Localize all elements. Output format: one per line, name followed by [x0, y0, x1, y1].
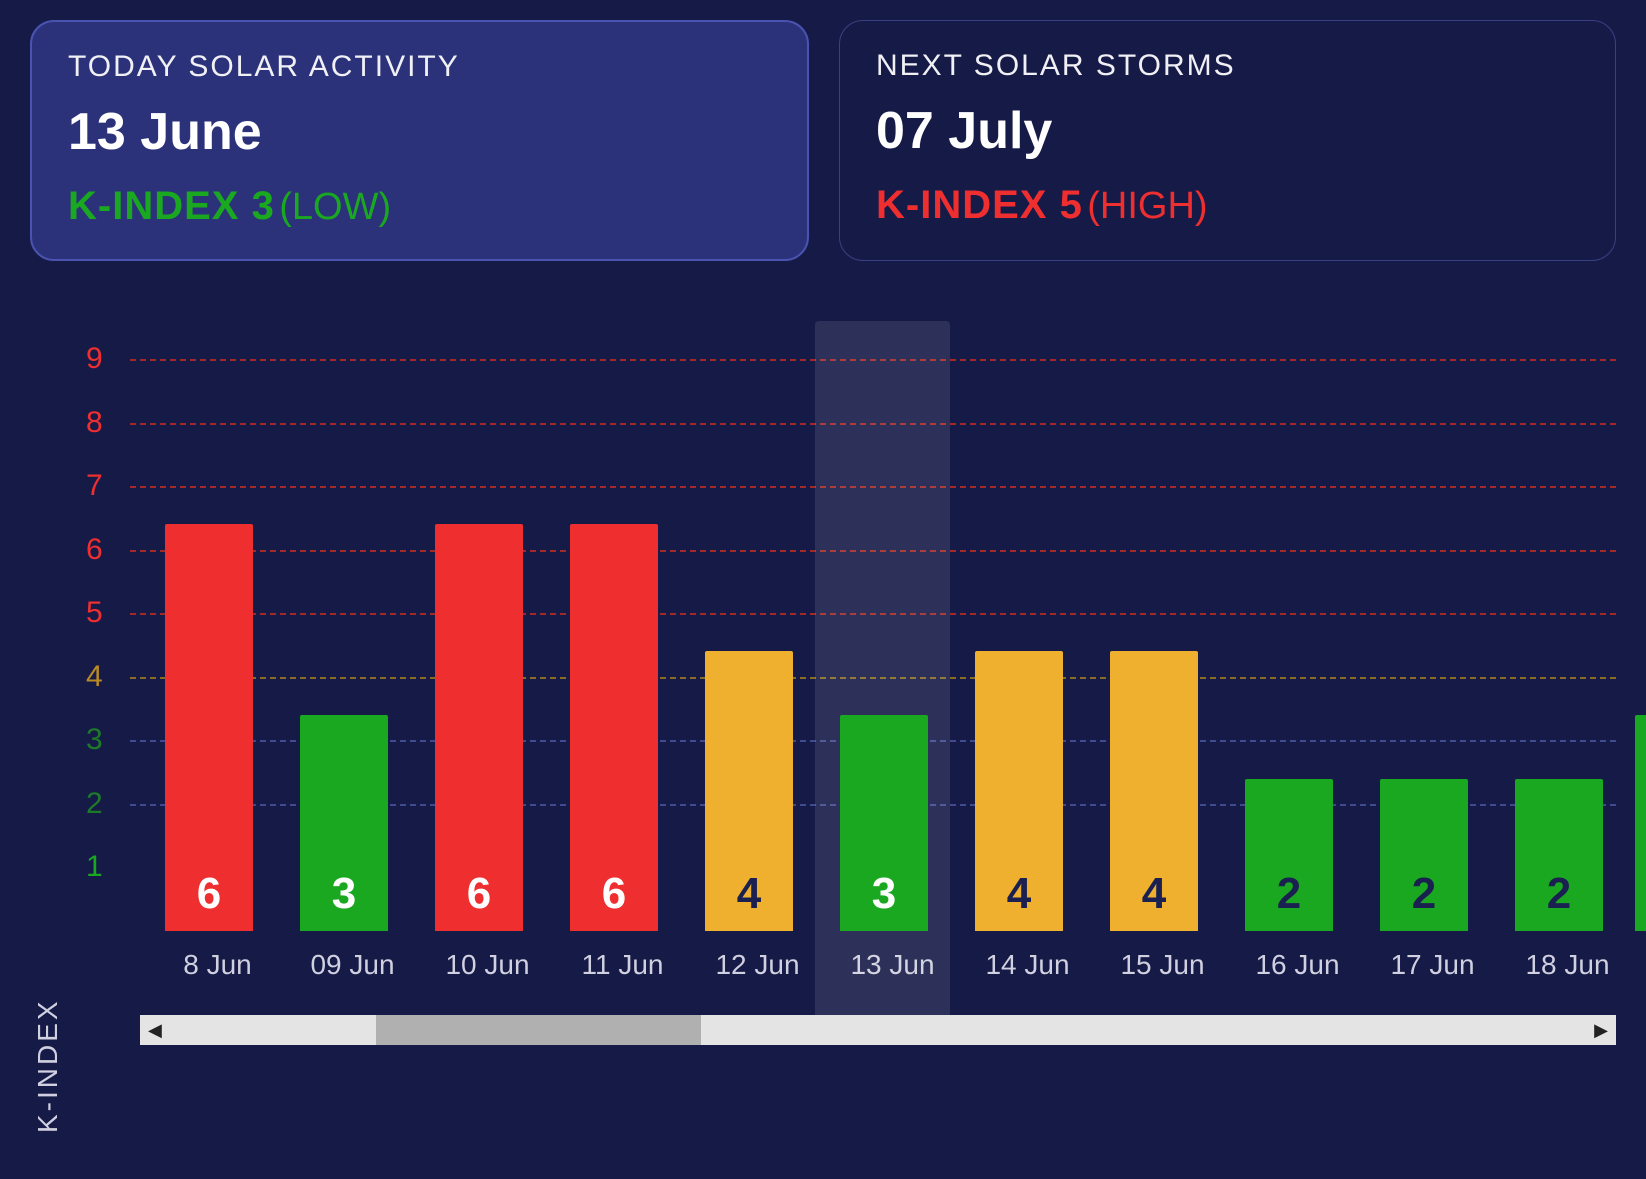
bar-slot[interactable]: 6	[545, 321, 680, 931]
kindex-chart: K-INDEX 123456789 63664344222 8 Jun09 Ju…	[90, 321, 1616, 1045]
bar-value: 3	[872, 869, 896, 931]
scroll-left-icon[interactable]: ◀	[148, 1021, 162, 1039]
bar-slot[interactable]: 2	[1490, 321, 1625, 931]
bar: 6	[165, 524, 253, 931]
x-tick: 18 Jun	[1500, 949, 1635, 981]
bar-value: 4	[1142, 869, 1166, 931]
next-card-date: 07 July	[876, 101, 1579, 161]
bar-value: 3	[332, 869, 356, 931]
x-tick: 11 Jun	[555, 949, 690, 981]
bar-value: 6	[602, 869, 626, 931]
x-tick: 12 Jun	[690, 949, 825, 981]
next-card-kindex-row: K-INDEX 5 (HIGH)	[876, 183, 1579, 228]
today-card-title: TODAY SOLAR ACTIVITY	[68, 50, 771, 84]
y-tick: 8	[86, 406, 103, 440]
next-card-title: NEXT SOLAR STORMS	[876, 49, 1579, 83]
x-tick: 09 Jun	[285, 949, 420, 981]
y-tick: 1	[86, 850, 103, 884]
bar: 4	[975, 651, 1063, 931]
y-tick: 9	[86, 342, 103, 376]
next-kindex: K-INDEX 5	[876, 183, 1083, 227]
bar-slot[interactable]: 4	[1085, 321, 1220, 931]
y-tick: 4	[86, 660, 103, 694]
bars-container: 6 3 6 6 4 3 4 4 2 2 2	[130, 321, 1616, 931]
bar-slot[interactable]: 4	[950, 321, 1085, 931]
today-level: (LOW)	[279, 186, 391, 228]
today-card[interactable]: TODAY SOLAR ACTIVITY 13 June K-INDEX 3 (…	[30, 20, 809, 261]
bar: 2	[1245, 779, 1333, 932]
bar-value: 6	[197, 869, 221, 931]
today-card-date: 13 June	[68, 102, 771, 162]
bar: 4	[1110, 651, 1198, 931]
bar: 3	[840, 715, 928, 931]
next-card[interactable]: NEXT SOLAR STORMS 07 July K-INDEX 5 (HIG…	[839, 20, 1616, 261]
x-tick: 8 Jun	[150, 949, 285, 981]
bar-value: 4	[1007, 869, 1031, 931]
y-tick: 3	[86, 723, 103, 757]
bar-slot[interactable]: 2	[1220, 321, 1355, 931]
x-tick: 17 Jun	[1365, 949, 1500, 981]
bar-slot[interactable]: 3	[815, 321, 950, 931]
bar-value: 2	[1277, 869, 1301, 931]
bar-slot[interactable]: 6	[140, 321, 275, 931]
scroll-right-icon[interactable]: ▶	[1594, 1021, 1608, 1039]
bar	[1635, 715, 1646, 931]
bar-slot[interactable]: 2	[1355, 321, 1490, 931]
bar: 6	[435, 524, 523, 931]
bar-value: 4	[737, 869, 761, 931]
x-tick: 10 Jun	[420, 949, 555, 981]
scroll-thumb[interactable]	[376, 1015, 701, 1045]
x-tick: 16 Jun	[1230, 949, 1365, 981]
chart-plot: 123456789 63664344222	[130, 321, 1616, 931]
bar-value: 2	[1547, 869, 1571, 931]
bar-value: 6	[467, 869, 491, 931]
bar-slot[interactable]: 4	[680, 321, 815, 931]
bar: 2	[1380, 779, 1468, 932]
bar-slot[interactable]: 3	[275, 321, 410, 931]
bar-slot-partial[interactable]	[1625, 321, 1646, 931]
bar: 6	[570, 524, 658, 931]
bar: 4	[705, 651, 793, 931]
y-tick: 6	[86, 533, 103, 567]
y-tick: 7	[86, 469, 103, 503]
x-tick: 14 Jun	[960, 949, 1095, 981]
bar-slot[interactable]: 6	[410, 321, 545, 931]
y-tick: 5	[86, 596, 103, 630]
bar: 2	[1515, 779, 1603, 932]
y-axis-label: K-INDEX	[32, 998, 64, 1133]
next-level: (HIGH)	[1087, 185, 1207, 227]
x-tick: 15 Jun	[1095, 949, 1230, 981]
today-card-kindex-row: K-INDEX 3 (LOW)	[68, 184, 771, 229]
today-kindex: K-INDEX 3	[68, 184, 275, 228]
y-tick: 2	[86, 787, 103, 821]
bar: 3	[300, 715, 388, 931]
chart-scrollbar[interactable]: ◀ ▶	[140, 1015, 1616, 1045]
bar-value: 2	[1412, 869, 1436, 931]
